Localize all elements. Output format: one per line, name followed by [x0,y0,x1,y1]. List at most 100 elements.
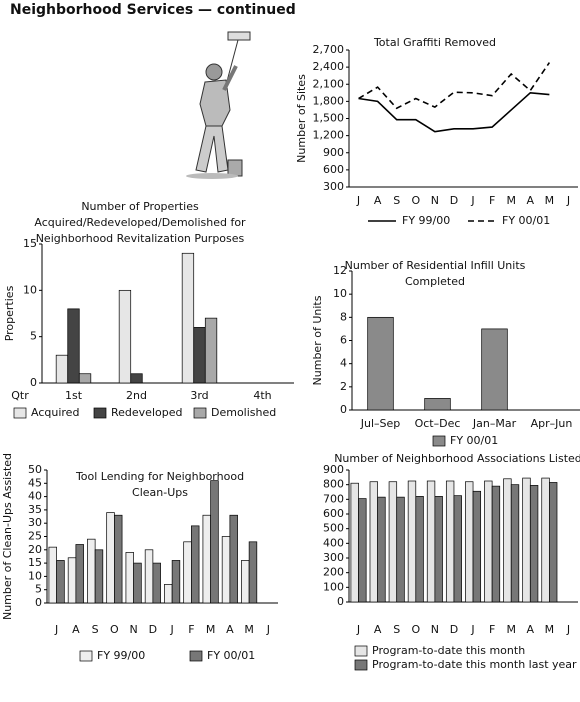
y-tick-label: 1,800 [313,94,345,107]
y-tick-label: 30 [28,516,42,529]
bar [541,477,550,603]
x-tick-label: J [54,623,58,636]
legend-swatch [189,650,203,662]
bar [106,512,115,604]
x-tick-label: N [130,623,138,636]
x-axis-label: Qtr [11,389,29,402]
bar [407,480,417,603]
y-tick-label: 600 [323,507,344,520]
x-tick-label: Oct–Dec [415,417,461,430]
x-tick-label: M [506,194,516,207]
y-tick-label: 900 [323,463,344,476]
bar [369,481,378,603]
bar [181,252,195,384]
x-tick-label: S [393,623,400,636]
bar [221,536,231,604]
y-tick-label: 10 [23,283,37,296]
bar [114,514,123,604]
x-tick-label: M [545,194,555,207]
y-tick-label: 5 [30,330,37,343]
bar [241,560,250,604]
x-tick-label: J [356,194,360,207]
bar [481,328,508,411]
bar [171,560,181,604]
bar [204,317,218,384]
chart-title: Number of Properties [81,200,199,213]
bar [193,327,206,384]
legend-label: FY 00/01 [450,434,498,447]
y-tick-label: 900 [323,146,344,159]
bar [152,562,161,604]
bar [210,480,219,604]
bar [388,481,398,603]
legend-swatch [354,659,368,671]
legend-swatch [193,407,207,419]
x-tick-label: M [206,623,216,636]
y-tick-label: 2,700 [313,43,345,56]
x-tick-label: D [450,194,458,207]
bar [229,514,238,604]
x-tick-label: J [170,623,174,636]
x-tick-label: D [149,623,157,636]
y-tick-label: 500 [323,522,344,535]
bar [67,557,77,604]
bar [48,546,57,604]
legend-swatch [79,650,93,662]
y-axis-label: Number of Units [311,295,324,385]
legend-label: FY 00/01 [502,214,550,227]
bar [491,485,501,603]
x-tick-label: F [489,623,495,636]
y-axis-label: Properties [3,285,16,341]
y-tick-label: 50 [28,463,42,476]
chart-title: Completed [405,275,465,288]
x-tick-label: M [244,623,254,636]
chart-title: Number of Neighborhood Associations List… [334,452,580,465]
bar [133,562,142,604]
bar [94,549,104,604]
bar [426,480,436,603]
bar [144,549,154,604]
line-series [358,91,550,133]
bar [445,480,455,603]
x-tick-label: J [356,623,360,636]
bar [75,544,84,604]
y-tick-label: 2,100 [313,77,345,90]
x-tick-label: F [489,194,495,207]
x-tick-label: N [431,194,439,207]
bar [67,308,80,384]
x-tick-label: 1st [65,389,83,402]
x-tick-label: J [266,623,270,636]
y-tick-label: 400 [323,536,344,549]
bar [248,541,258,604]
x-tick-label: S [393,194,400,207]
y-tick-label: 1,200 [313,129,345,142]
bar [55,354,69,384]
y-axis-label: Number of Sites [295,74,308,163]
y-tick-label: 12 [333,264,347,277]
page-title: Neighborhood Services — continued [10,2,296,18]
x-tick-label: Jan–Mar [472,417,517,430]
x-tick-label: M [506,623,516,636]
y-tick-label: 45 [28,476,42,489]
chart-title: Tool Lending for Neighborhood [75,470,244,483]
y-tick-label: 5 [35,583,42,596]
bar [465,481,474,603]
x-tick-label: D [450,623,458,636]
x-tick-label: Jul–Sep [360,417,401,430]
bar [87,538,96,604]
legend-label: FY 99/00 [402,214,450,227]
y-tick-label: 300 [323,551,344,564]
bar [118,289,132,384]
x-tick-label: F [188,623,194,636]
bar [484,480,493,603]
y-tick-label: 10 [28,569,42,582]
bar [367,316,394,411]
y-tick-label: 4 [340,357,347,370]
y-tick-label: 800 [323,478,344,491]
y-tick-label: 2 [340,380,347,393]
chart-title: Neighborhood Revitalization Purposes [36,232,245,245]
y-tick-label: 0 [30,376,37,389]
legend-label: FY 00/01 [207,649,255,662]
bar [522,477,531,603]
bar [358,498,367,603]
